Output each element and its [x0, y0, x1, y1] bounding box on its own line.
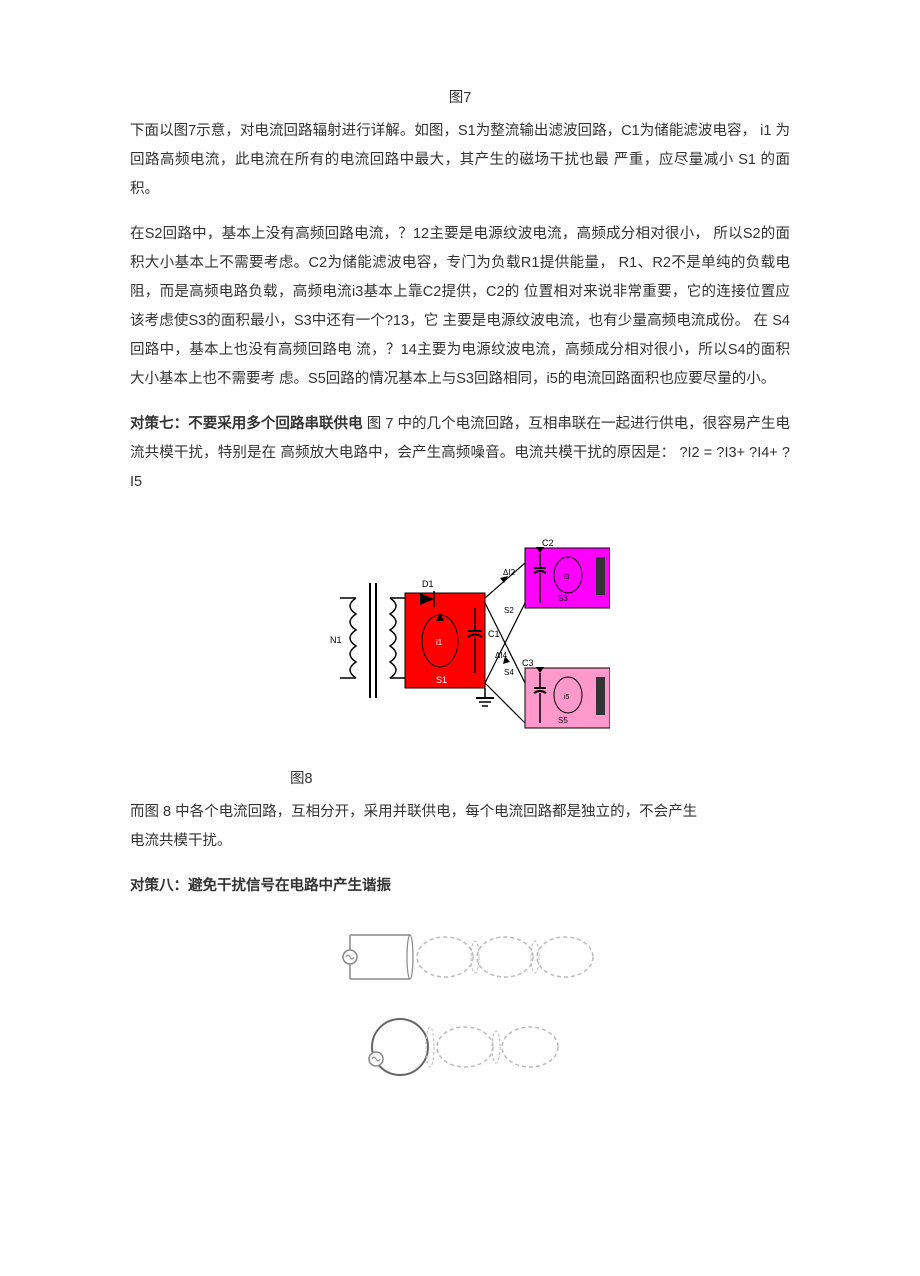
label-s1: S1 [436, 675, 447, 685]
resistor-r2 [596, 677, 605, 715]
label-s4: S4 [504, 668, 514, 677]
label-c1: C1 [488, 629, 500, 639]
paragraph-1: 下面以图7示意，对电流回路辐射进行详解。如图，S1为整流输出滤波回路，C1为储能… [130, 117, 790, 204]
fig9-top [343, 935, 593, 979]
section7-title: 对策七：不要采用多个回路串联供电 [130, 416, 363, 432]
label-d1: D1 [422, 579, 434, 589]
label-i1: i1 [436, 638, 443, 647]
section8-lead: 对策八：避免干扰信号在电路中产生谐振 [130, 878, 391, 894]
paragraph-3a: 而图 8 中各个电流回路，互相分开，采用并联供电，每个电流回路都是独立的，不会产… [130, 798, 790, 827]
label-s3: S3 [558, 594, 568, 603]
label-di2: ΔI2 [503, 568, 516, 577]
figure8-label: 图8 [290, 765, 790, 794]
ground-icon [476, 688, 494, 706]
label-c2: C2 [542, 538, 554, 548]
label-s2: S2 [504, 606, 514, 615]
figure7-label: 图7 [130, 84, 790, 113]
paragraph-3b: 电流共模干扰。 [130, 827, 790, 856]
label-c3: C3 [522, 658, 534, 668]
figure8-svg: N1 D1 i1 S1 C1 S2 ΔI2 S4 ΔI4 [310, 513, 610, 753]
label-s5: S5 [558, 716, 568, 725]
paragraph-2: 在S2回路中，基本上没有高频回路电流，？12主要是电源纹波电流，高频成分相对很小… [130, 220, 790, 394]
resistor-r1 [596, 557, 605, 595]
section7-paragraph: 对策七：不要采用多个回路串联供电 图 7 中的几个电流回路，互相串联在一起进行供… [130, 410, 790, 497]
label-i5: i5 [564, 694, 570, 701]
figure9-wrap [130, 917, 790, 1097]
fig9-bottom [369, 1019, 558, 1075]
figure9-svg [320, 917, 600, 1097]
transformer: N1 [330, 583, 405, 698]
section8-title: 对策八：避免干扰信号在电路中产生谐振 [130, 872, 790, 901]
label-n1: N1 [330, 635, 342, 645]
s1-block [405, 593, 485, 688]
label-i3: i3 [564, 574, 570, 581]
figure8-wrap: N1 D1 i1 S1 C1 S2 ΔI2 S4 ΔI4 [130, 513, 790, 753]
